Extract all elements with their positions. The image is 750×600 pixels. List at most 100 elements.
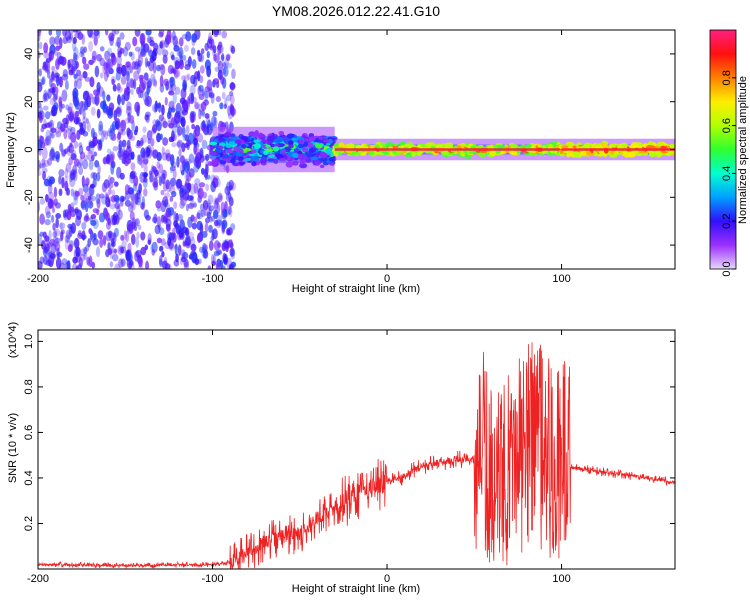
spectrogram-blob xyxy=(44,235,50,242)
spectrogram-blob xyxy=(213,54,217,62)
spectrogram-blob xyxy=(217,138,224,142)
spectrogram-blob xyxy=(158,64,165,70)
spectrogram-blob xyxy=(38,170,42,176)
spectrogram-blob xyxy=(130,233,136,246)
spectrogram-blob xyxy=(99,237,104,248)
spectrogram-blob xyxy=(136,64,141,74)
spectrogram-blob xyxy=(55,257,62,269)
spectrogram-blob xyxy=(213,116,218,128)
spectrogram-blob xyxy=(178,184,185,194)
spectrogram-blob xyxy=(66,260,71,269)
spectrogram-blob xyxy=(138,183,143,194)
spectrogram-blob xyxy=(71,149,77,160)
spectrogram-blob xyxy=(88,139,93,148)
spectrogram-blob xyxy=(329,162,335,166)
spectrogram-blob xyxy=(215,262,221,269)
spectrogram-blob xyxy=(129,171,136,180)
spectrogram-blob xyxy=(67,106,73,114)
spectrogram-blob xyxy=(104,50,111,61)
spectrogram-blob xyxy=(60,229,65,235)
spectrogram-blob xyxy=(82,56,87,65)
spectrogram-blob xyxy=(166,30,172,42)
spectrogram-blob xyxy=(159,258,163,268)
spectrogram-blob xyxy=(304,151,312,156)
spectrogram-blob xyxy=(38,68,42,77)
spectrogram-blob xyxy=(187,132,195,145)
spectrogram-blob xyxy=(221,52,225,62)
spectrogram-y-axis-label: Frequency (Hz) xyxy=(5,112,17,188)
spectrogram-blob xyxy=(212,49,216,57)
spectrogram-blob xyxy=(213,199,219,211)
spectrogram-blob xyxy=(272,146,279,152)
spectrogram-blob xyxy=(214,66,220,72)
spectrogram-blob xyxy=(79,100,84,109)
spectrogram-blob xyxy=(219,102,224,110)
spectrogram-blob xyxy=(638,149,646,154)
spectrogram-blob xyxy=(64,80,69,91)
spectrogram-blob xyxy=(239,156,245,161)
spectrogram-blob xyxy=(188,231,195,242)
spectrogram-blob xyxy=(151,49,157,62)
spectrogram-blob xyxy=(86,145,91,152)
spectrogram-blob xyxy=(279,157,286,162)
spectrogram-blob xyxy=(162,120,168,129)
spectrogram-blob xyxy=(96,139,101,145)
spectrogram-blob xyxy=(192,96,197,104)
spectrogram-blob xyxy=(115,71,121,81)
spectrogram-blob xyxy=(42,93,47,103)
spectrogram-blob xyxy=(134,125,139,133)
spectrogram-blob xyxy=(96,81,101,92)
spectrogram-blob xyxy=(138,264,143,269)
spectrogram-blob xyxy=(181,109,188,116)
spectrogram-blob xyxy=(170,107,176,113)
spectrogram-blob xyxy=(119,32,125,40)
spectrogram-blob xyxy=(161,250,165,258)
spectrogram-blob xyxy=(188,153,195,164)
spectrogram-blob xyxy=(173,45,180,52)
spectrogram-blob xyxy=(478,151,486,158)
spectrogram-blob xyxy=(49,132,54,139)
spectrogram-blob xyxy=(217,248,222,254)
spectrogram-blob xyxy=(229,81,235,91)
spectrogram-blob xyxy=(185,124,190,135)
spectrogram-blob xyxy=(216,81,220,89)
spectrogram-blob xyxy=(68,157,74,166)
spectrogram-blob xyxy=(291,152,298,158)
spectrogram-blob xyxy=(225,144,233,148)
spectrogram-blob xyxy=(106,94,111,102)
spectrogram-blob xyxy=(251,149,257,154)
spectrogram-blob xyxy=(229,91,234,97)
spectrogram-blob xyxy=(133,218,139,229)
spectrogram-blob xyxy=(165,149,171,159)
spectrogram-blob xyxy=(54,202,61,209)
spectrogram-blob xyxy=(134,101,141,113)
spectrogram-blob xyxy=(39,213,45,225)
spectrogram-blob xyxy=(263,150,269,155)
spectrogram-blob xyxy=(68,111,75,122)
spectrogram-blob xyxy=(96,53,103,62)
spectrogram-blob xyxy=(217,192,223,203)
spectrogram-blob xyxy=(63,128,68,140)
spectrogram-blob xyxy=(69,177,76,188)
spectrogram-blob xyxy=(135,58,140,70)
spectrogram-blob xyxy=(90,195,96,202)
spectrogram-blob xyxy=(216,242,222,248)
spectrogram-blob xyxy=(275,136,284,143)
spectrogram-blob xyxy=(64,239,69,250)
spectrogram-blob xyxy=(328,157,337,162)
spectrogram-blob xyxy=(125,65,131,76)
spectrogram-blob xyxy=(104,30,109,36)
spectrogram-blob xyxy=(194,125,201,131)
spectrogram-blob xyxy=(38,30,42,34)
spectrogram-blob xyxy=(144,146,150,158)
spectrogram-blob xyxy=(297,150,303,155)
spectrogram-blob xyxy=(125,61,131,68)
spectrogram-blob xyxy=(267,135,275,141)
spectrogram-blob xyxy=(47,191,55,202)
spectrogram-blob xyxy=(116,107,121,115)
spectrogram-blob xyxy=(102,103,108,114)
spectrogram-blob xyxy=(225,62,233,69)
spectrogram-blob xyxy=(233,146,241,153)
spectrogram-blob xyxy=(164,192,171,198)
spectrogram-blob xyxy=(73,54,80,60)
